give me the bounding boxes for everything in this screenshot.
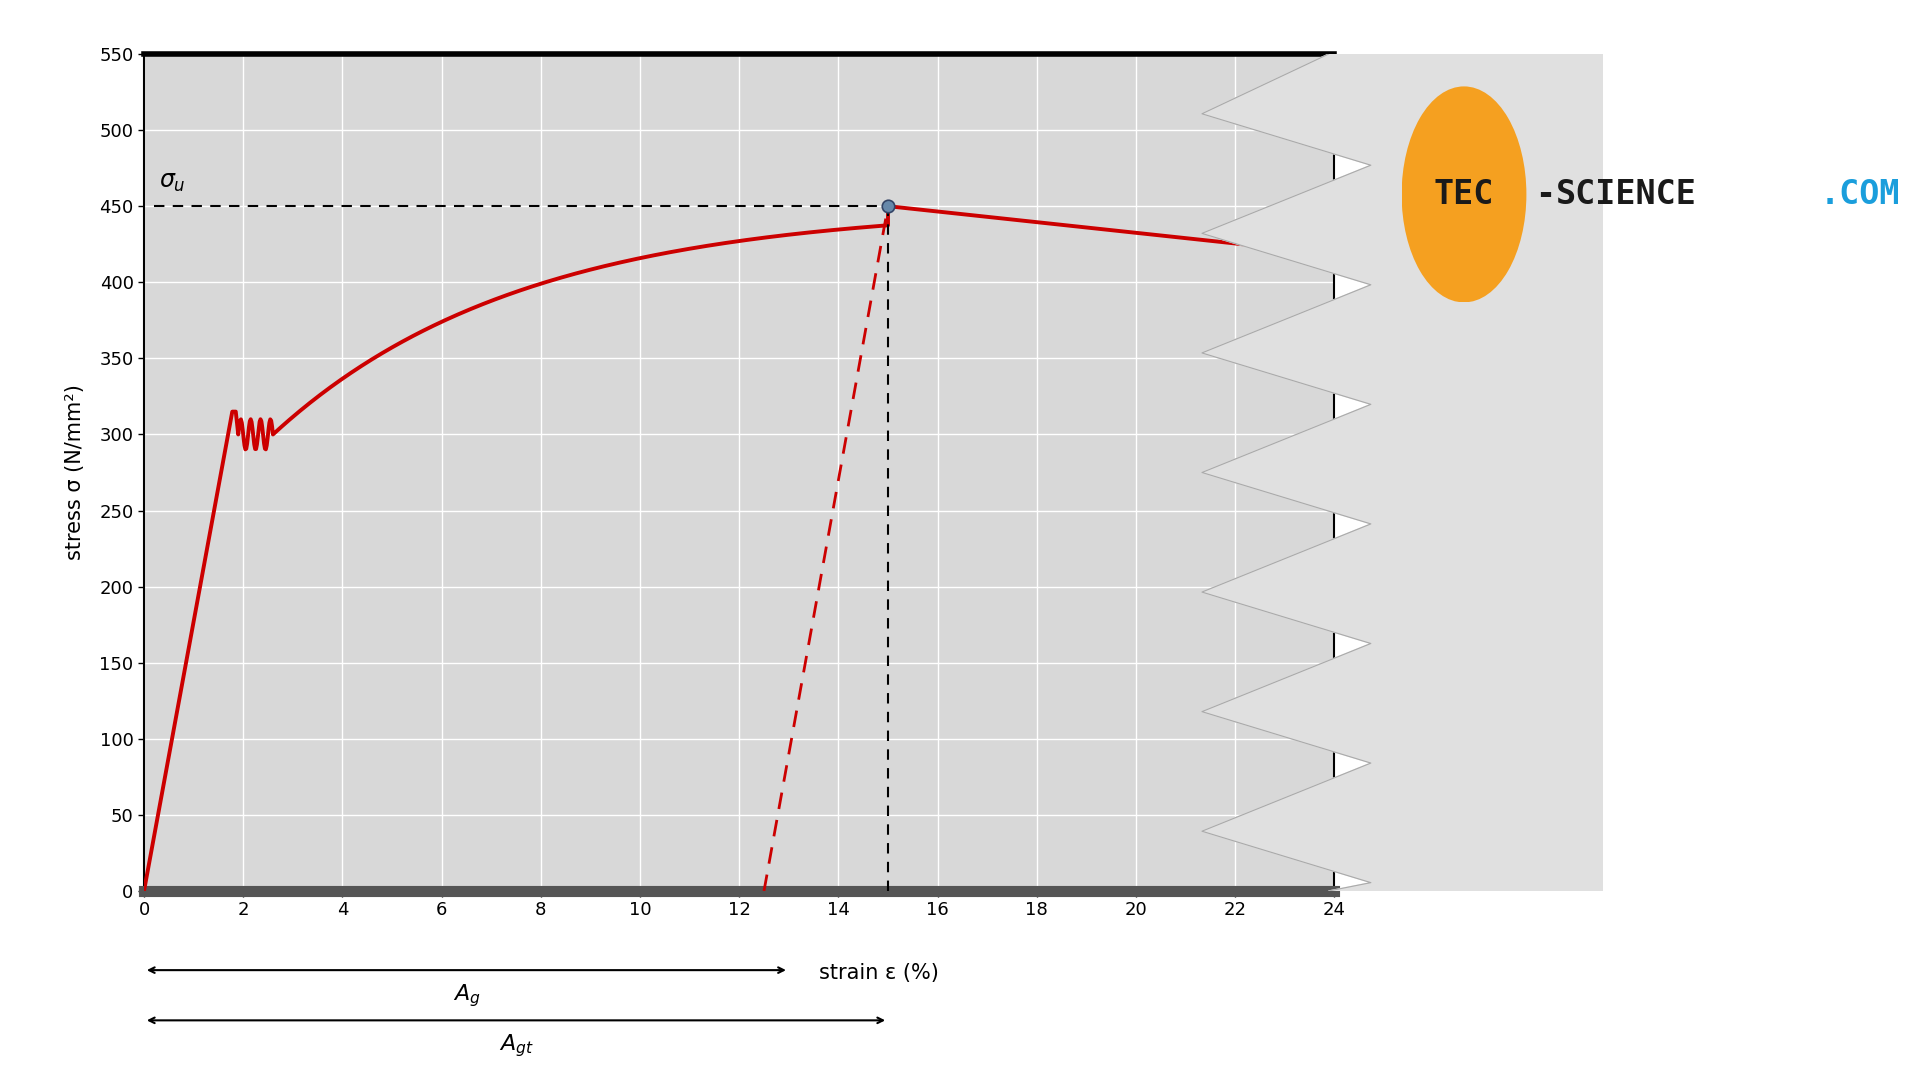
Ellipse shape (1402, 86, 1526, 302)
Text: $\sigma_u$: $\sigma_u$ (159, 170, 186, 194)
Polygon shape (1202, 54, 1603, 891)
Text: $A_{gt}$: $A_{gt}$ (499, 1032, 534, 1059)
Text: .COM: .COM (1820, 178, 1901, 211)
Y-axis label: stress σ (N/mm²): stress σ (N/mm²) (65, 384, 86, 561)
Text: SCIENCE: SCIENCE (1555, 178, 1697, 211)
Text: TEC: TEC (1434, 178, 1494, 211)
Text: -: - (1534, 178, 1555, 211)
Text: strain ε (%): strain ε (%) (818, 963, 939, 983)
Text: $A_g$: $A_g$ (453, 983, 480, 1009)
